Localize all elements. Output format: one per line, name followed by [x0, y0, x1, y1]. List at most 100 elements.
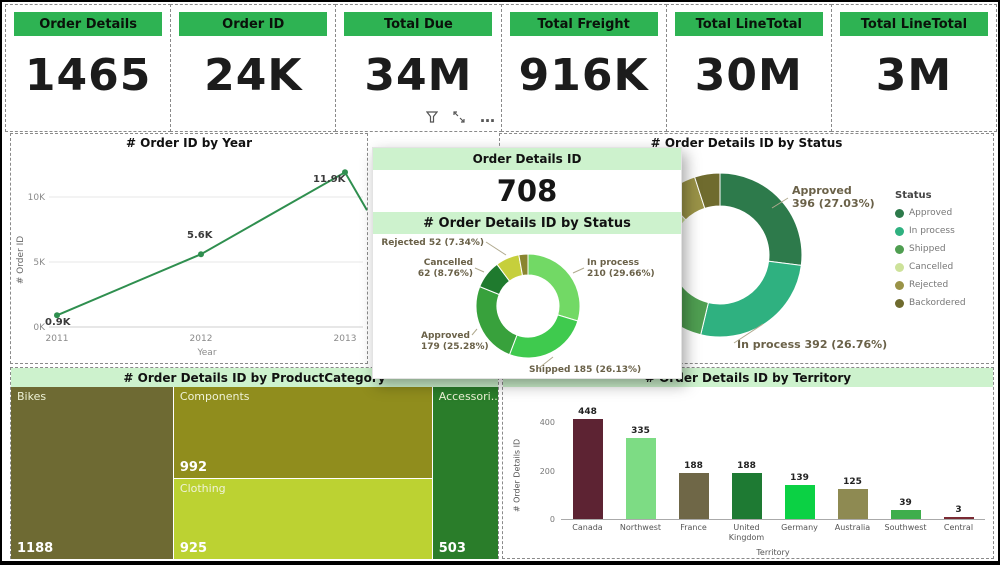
- bar-canada[interactable]: [572, 419, 603, 519]
- status-donut-segment-backordered[interactable]: [693, 172, 721, 210]
- bar-value-label: 39: [899, 497, 912, 508]
- y-tick-label: 0K: [33, 323, 46, 333]
- bar-value-label: 448: [578, 407, 597, 417]
- orders-by-year-panel[interactable]: # Order ID by Year 0K 5K 10K 0.9K 2011 5.6K 20…: [10, 133, 368, 364]
- focus-mode-icon[interactable]: [453, 111, 465, 123]
- bar-slot-central: 3: [932, 407, 985, 519]
- tooltip-chart-title: # Order Details ID by Status: [373, 212, 681, 234]
- x-tick-label: Germany: [781, 523, 818, 532]
- treemap-cell-label: Accessori...: [438, 390, 498, 403]
- bar-value-label: 335: [631, 425, 650, 436]
- donut-callout: In process: [587, 258, 639, 268]
- line-point-2012[interactable]: [198, 251, 204, 258]
- bar-france[interactable]: [678, 473, 709, 519]
- data-label: 11.9K: [313, 174, 347, 185]
- bar-germany[interactable]: [784, 485, 815, 519]
- legend-item-approved[interactable]: Approved: [895, 208, 985, 218]
- tooltip-donut-segment-shipped[interactable]: [508, 314, 579, 359]
- legend-item-rejected[interactable]: Rejected: [895, 280, 985, 290]
- bar-slot-united-kingdom: 188: [720, 407, 773, 519]
- kpi-card-total-due[interactable]: Total Due 34M: [335, 4, 502, 132]
- leader-line: [733, 323, 764, 344]
- filter-icon[interactable]: [426, 111, 438, 123]
- legend-dot: [895, 244, 904, 254]
- x-tick-label: 2013: [334, 334, 357, 344]
- kpi-value: 34M: [364, 50, 473, 101]
- y-axis-title: # Order ID: [16, 236, 26, 284]
- line-point-2013[interactable]: [342, 169, 348, 176]
- bar-slot-france: 188: [667, 407, 720, 519]
- status-donut-segment-approved[interactable]: [719, 172, 803, 266]
- orders-by-year-line-chart[interactable]: 0K 5K 10K 0.9K 2011 5.6K 2012 11.9K 2013 Year # Or…: [11, 152, 367, 363]
- data-label: 0.9K: [45, 317, 72, 328]
- bar-value-label: 125: [843, 476, 862, 487]
- treemap-cell-value: 1188: [17, 541, 54, 556]
- productcategory-treemap-panel[interactable]: # Order Details ID by ProductCategory Bi…: [10, 367, 499, 559]
- leader-line: [485, 241, 507, 256]
- treemap-cell-value: 925: [179, 541, 208, 556]
- bar-united-kingdom[interactable]: [731, 473, 762, 519]
- kpi-card-order-details[interactable]: Order Details 1465: [5, 4, 172, 132]
- donut-callout: Rejected 52 (7.34%): [381, 238, 484, 248]
- chart-title: # Order Details ID by Status: [650, 136, 843, 150]
- treemap-cell-label: Bikes: [17, 390, 47, 403]
- treemap-cell-clothing[interactable]: Clothing 925: [173, 479, 432, 559]
- bar-slot-northwest: 335: [614, 407, 667, 519]
- tooltip-donut-segment-backordered[interactable]: [518, 253, 529, 277]
- bar-value-label: 139: [790, 473, 809, 484]
- chart-title: # Order ID by Year: [125, 136, 253, 150]
- leader-line: [572, 267, 585, 274]
- legend-item-cancelled[interactable]: Cancelled: [895, 262, 985, 272]
- treemap-cell-value: 992: [179, 460, 208, 476]
- treemap-cell-bikes[interactable]: Bikes 1188: [11, 387, 173, 559]
- kpi-title: Total Freight: [509, 12, 658, 36]
- legend-label: Shipped: [909, 244, 946, 254]
- more-options-icon[interactable]: …: [480, 108, 495, 126]
- treemap-cell-label: Clothing: [179, 482, 226, 496]
- legend-item-shipped[interactable]: Shipped: [895, 244, 985, 254]
- y-axis-title: # Order Details ID: [512, 438, 522, 513]
- bar-southwest[interactable]: [890, 509, 921, 519]
- x-tick-label: Canada: [572, 523, 603, 532]
- treemap-cell-components[interactable]: Components 992: [173, 387, 432, 479]
- status-donut-segment-in-process[interactable]: [700, 260, 802, 338]
- x-tick-label: 2011: [46, 334, 69, 344]
- legend-item-backordered[interactable]: Backordered: [895, 298, 985, 308]
- line-point-2011[interactable]: [54, 312, 60, 319]
- leader-line: [471, 328, 478, 336]
- bar-northwest[interactable]: [625, 437, 656, 519]
- leader-line: [771, 197, 789, 209]
- tooltip-value: 708: [496, 174, 558, 208]
- donut-callout: Approved: [421, 331, 470, 341]
- territory-bar-panel[interactable]: # Order Details ID by Territory # Order …: [502, 367, 994, 559]
- kpi-value: 916K: [518, 50, 649, 101]
- x-tick-label: 2012: [190, 334, 213, 344]
- kpi-card-total-linetotal-1[interactable]: Total LineTotal 30M: [665, 4, 832, 132]
- donut-callout: Approved: [792, 184, 852, 197]
- kpi-card-order-id[interactable]: Order ID 24K: [170, 4, 337, 132]
- y-tick-label: 5K: [33, 258, 46, 268]
- leader-line: [538, 356, 554, 369]
- x-tick-label: Central: [943, 523, 974, 532]
- treemap-cell-accessories[interactable]: Accessori... 503: [432, 387, 498, 559]
- legend-dot: [895, 262, 904, 272]
- bar-slot-australia: 125: [826, 407, 879, 519]
- line-series[interactable]: [56, 170, 367, 317]
- bar-slot-germany: 139: [773, 407, 826, 519]
- treemap: Bikes 1188 Components 992 Clothing 925 A…: [11, 387, 498, 559]
- legend-label: Approved: [909, 208, 953, 218]
- legend-dot: [895, 208, 904, 218]
- kpi-card-total-linetotal-2[interactable]: Total LineTotal 3M: [830, 4, 998, 132]
- tooltip-donut-segment-in-process[interactable]: [527, 253, 581, 322]
- x-axis-title: Territory: [756, 548, 790, 557]
- kpi-card-total-freight[interactable]: Total Freight 916K: [500, 4, 667, 132]
- legend-item-in-process[interactable]: In process: [895, 226, 985, 236]
- bar-australia[interactable]: [837, 488, 868, 519]
- x-tick-label: United Kingdom: [728, 523, 765, 542]
- donut-callout: 179 (25.28%): [421, 342, 489, 352]
- legend-title: Status: [895, 190, 932, 201]
- x-tick-label: Northwest: [619, 523, 662, 532]
- kpi-title: Order ID: [179, 12, 328, 36]
- bar-central[interactable]: [943, 517, 974, 519]
